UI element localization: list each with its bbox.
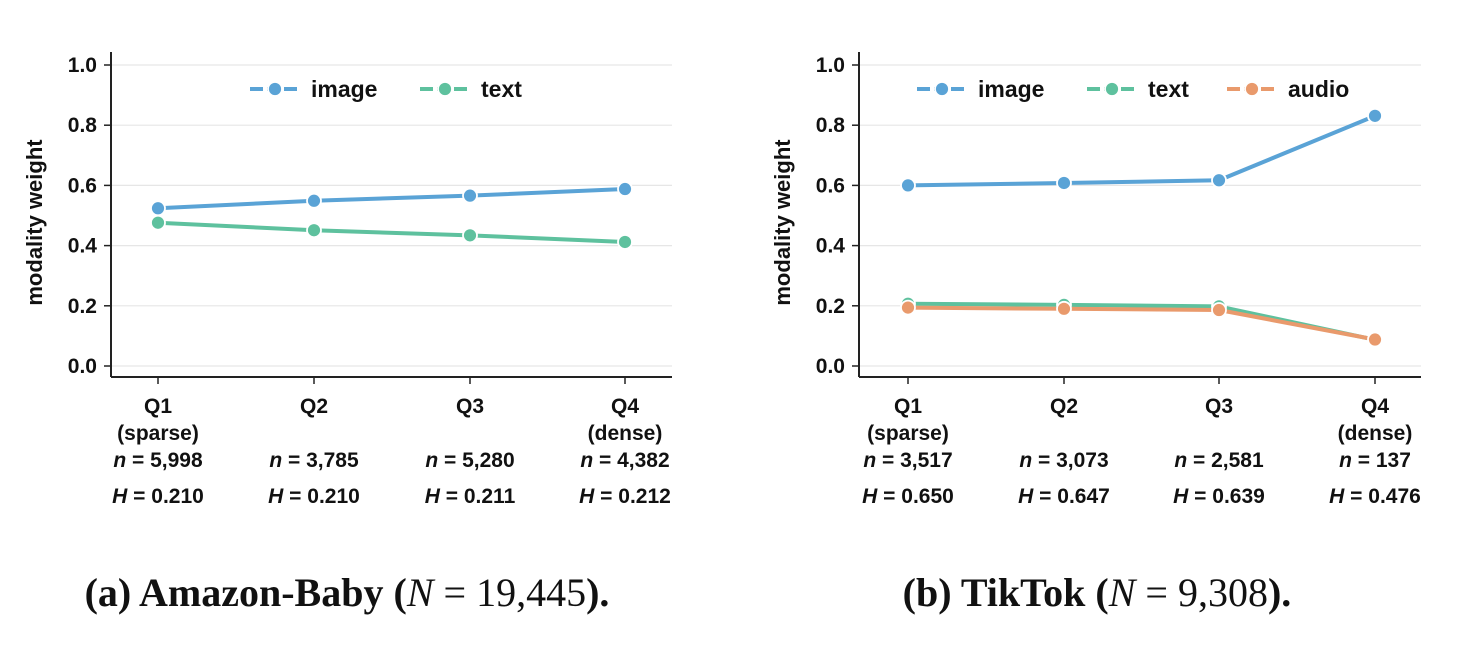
y-tick-label: 0.6	[816, 174, 845, 197]
chart-panel-b: 0.0 0.2 0.4 0.6 0.8 1.0 modality weight Q1 (spar…	[770, 52, 1421, 615]
entropy-label: H = 0.211	[425, 485, 516, 508]
data-point-image	[1211, 172, 1227, 189]
x-tick-sublabel: (dense)	[1338, 422, 1413, 445]
data-point-audio	[1056, 300, 1072, 317]
x-tick-label: Q2	[300, 395, 328, 418]
x-tick-sublabel: (sparse)	[867, 422, 949, 445]
data-point-image	[462, 187, 478, 204]
entropy-label: H = 0.210	[112, 485, 204, 508]
y-tick-label: 1.0	[816, 54, 845, 77]
y-tick-label: 0.2	[68, 295, 97, 318]
count-label: n = 2,581	[1174, 449, 1264, 472]
entropy-label: H = 0.210	[268, 485, 360, 508]
data-point-text	[462, 227, 478, 244]
data-point-text	[306, 222, 322, 239]
legend-marker-image	[267, 81, 283, 97]
data-point-image	[617, 181, 633, 197]
count-label: n = 3,517	[863, 449, 952, 472]
legend-label-image: image	[311, 76, 377, 102]
caption: (a) Amazon-Baby (N = 19,445).	[85, 570, 610, 615]
data-point-audio	[1211, 302, 1227, 318]
count-label: n = 137	[1339, 449, 1411, 472]
series-line-image	[157, 187, 626, 211]
legend-marker-text	[1104, 81, 1120, 97]
data-point-image	[306, 192, 322, 209]
x-tick-label: Q1	[894, 395, 922, 418]
entropy-label: H = 0.212	[579, 485, 671, 508]
legend-marker-image	[934, 81, 950, 97]
legend-marker-text	[437, 81, 453, 97]
count-label: n = 3,073	[1019, 449, 1108, 472]
data-point-image	[1056, 175, 1072, 191]
series-line-audio	[907, 305, 1376, 342]
y-axis-label: modality weight	[22, 139, 47, 306]
entropy-label: H = 0.476	[1329, 485, 1421, 508]
legend-label-text: text	[1148, 76, 1189, 102]
y-tick-label: 0.0	[816, 355, 845, 378]
y-tick-label: 0.6	[68, 174, 97, 197]
series-line-text	[157, 220, 626, 244]
y-tick-label: 0.8	[68, 114, 98, 137]
data-point-image	[150, 200, 166, 217]
x-tick-label: Q2	[1050, 395, 1078, 418]
x-tick-label: Q1	[144, 395, 172, 418]
y-axis-label: modality weight	[770, 139, 795, 306]
x-tick-label: Q4	[611, 395, 639, 418]
count-label: n = 4,382	[580, 449, 669, 472]
data-point-audio	[1367, 331, 1383, 348]
y-tick-label: 1.0	[68, 54, 97, 77]
data-point-text	[617, 234, 633, 250]
x-tick-label: Q3	[1205, 395, 1233, 418]
data-point-image	[1367, 107, 1383, 124]
x-tick-label: Q4	[1361, 395, 1389, 418]
chart-panel-a: 0.0 0.2 0.4 0.6 0.8 1.0 modality weight Q1 (spar…	[22, 52, 672, 615]
legend-label-image: image	[978, 76, 1044, 102]
series-line-image	[907, 114, 1376, 188]
count-label: n = 5,998	[113, 449, 203, 472]
entropy-label: H = 0.647	[1018, 485, 1110, 508]
y-tick-label: 0.4	[68, 235, 98, 258]
count-label: n = 5,280	[425, 449, 514, 472]
y-tick-label: 0.0	[68, 355, 97, 378]
x-tick-label: Q3	[456, 395, 484, 418]
legend-marker-audio	[1244, 81, 1260, 97]
count-label: n = 3,785	[269, 449, 359, 472]
data-point-text	[150, 214, 166, 231]
entropy-label: H = 0.650	[862, 485, 954, 508]
entropy-label: H = 0.639	[1173, 485, 1265, 508]
y-tick-label: 0.4	[816, 235, 846, 258]
data-point-image	[900, 177, 916, 194]
x-tick-sublabel: (sparse)	[117, 422, 199, 445]
legend-label-text: text	[481, 76, 522, 102]
y-tick-label: 0.8	[816, 114, 846, 137]
x-tick-sublabel: (dense)	[588, 422, 663, 445]
caption: (b) TikTok (N = 9,308).	[903, 570, 1292, 615]
legend-label-audio: audio	[1288, 76, 1349, 102]
y-tick-label: 0.2	[816, 295, 845, 318]
data-point-audio	[900, 299, 916, 316]
